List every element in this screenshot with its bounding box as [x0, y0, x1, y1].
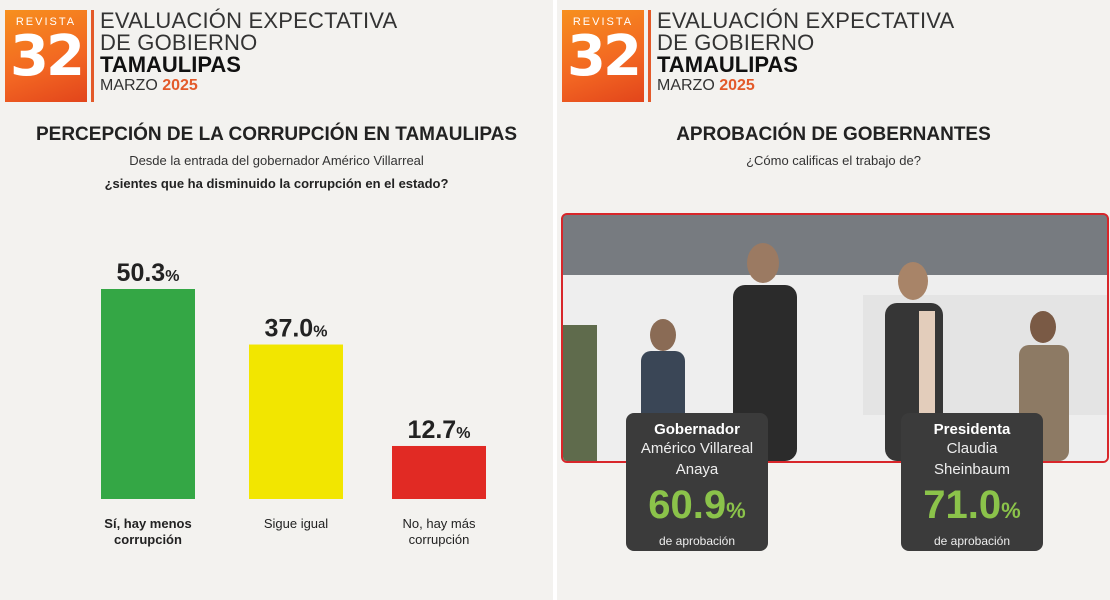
photo-illustration: [563, 215, 1107, 461]
card-role: Presidenta: [933, 421, 1011, 438]
category-label: Sí, hay menos corrupción: [104, 516, 191, 547]
category-label: No, hay más corrupción: [403, 516, 476, 547]
approval-value: 60.9%: [626, 482, 768, 534]
bar-value-label: 37.0%: [265, 315, 328, 343]
corruption-bar-chart: 50.3% Sí, hay menos corrupción 37.0% Sigue i…: [101, 259, 486, 547]
president-approval-card: Presidenta Claudia Sheinbaum 71.0% de ap…: [901, 413, 1043, 551]
header-state: TAMAULIPAS: [657, 52, 798, 77]
header-month: MARZO: [657, 77, 715, 94]
card-name-line-1: Claudia: [946, 440, 998, 457]
revista-32-logo: REVISTA 32: [5, 10, 87, 102]
header-year: 2025: [162, 77, 198, 94]
bar-3: [392, 445, 486, 499]
card-footnote: de aprobación: [658, 534, 736, 548]
header-line-1: EVALUACIÓN EXPECTATIVA: [100, 8, 398, 33]
card-footnote: de aprobación: [933, 534, 1011, 548]
header-state: TAMAULIPAS: [100, 52, 241, 77]
header-date: MARZO 2025: [100, 76, 397, 96]
bar-2: [249, 344, 343, 499]
header-line-1: EVALUACIÓN EXPECTATIVA: [657, 8, 955, 33]
category-label: Sigue igual: [264, 516, 328, 531]
governor-approval-card: Gobernador Américo Villareal Anaya 60.9%…: [626, 413, 768, 551]
approval-value: 71.0%: [901, 482, 1043, 534]
report-header: EVALUACIÓN EXPECTATIVA DE GOBIERNO TAMAU…: [91, 10, 397, 102]
approval-subtitle: ¿Cómo calificas el trabajo de?: [746, 153, 921, 168]
card-name-line-2: Sheinbaum: [934, 461, 1010, 478]
header-line-2: DE GOBIERNO: [100, 30, 258, 55]
approval-number: 60.9: [648, 483, 727, 527]
officials-photo: [561, 213, 1109, 463]
header-month: MARZO: [100, 77, 158, 94]
bar-value-label: 12.7%: [408, 416, 471, 444]
logo-number: 32: [567, 24, 642, 89]
card-name-line-1: Américo Villareal: [640, 440, 754, 457]
approval-number: 71.0: [923, 483, 1002, 527]
bar-1: [101, 289, 195, 499]
right-panel: REVISTA 32 EVALUACIÓN EXPECTATIVA DE GOB…: [557, 0, 1110, 600]
header-line-2: DE GOBIERNO: [657, 30, 815, 55]
header-year: 2025: [719, 77, 755, 94]
logo-top-text: REVISTA: [572, 16, 634, 28]
chart-title: PERCEPCIÓN DE LA CORRUPCIÓN EN TAMAULIPA…: [35, 124, 517, 145]
percent-sign: %: [1001, 498, 1021, 523]
card-name-line-2: Anaya: [675, 461, 719, 478]
card-role: Gobernador: [654, 421, 740, 438]
approval-title: APROBACIÓN DE GOBERNANTES: [676, 124, 991, 145]
chart-subtitle: Desde la entrada del gobernador Américo …: [129, 153, 424, 168]
revista-32-logo: REVISTA 32: [562, 10, 644, 102]
report-header: EVALUACIÓN EXPECTATIVA DE GOBIERNO TAMAU…: [648, 10, 954, 102]
bar-value-label: 50.3%: [117, 259, 180, 287]
chart-question: ¿sientes que ha disminuido la corrupción…: [104, 176, 449, 191]
percent-sign: %: [726, 498, 746, 523]
logo-number: 32: [10, 24, 85, 89]
left-panel: REVISTA 32 EVALUACIÓN EXPECTATIVA DE GOB…: [0, 0, 553, 600]
logo-top-text: REVISTA: [15, 16, 77, 28]
header-date: MARZO 2025: [657, 76, 954, 96]
